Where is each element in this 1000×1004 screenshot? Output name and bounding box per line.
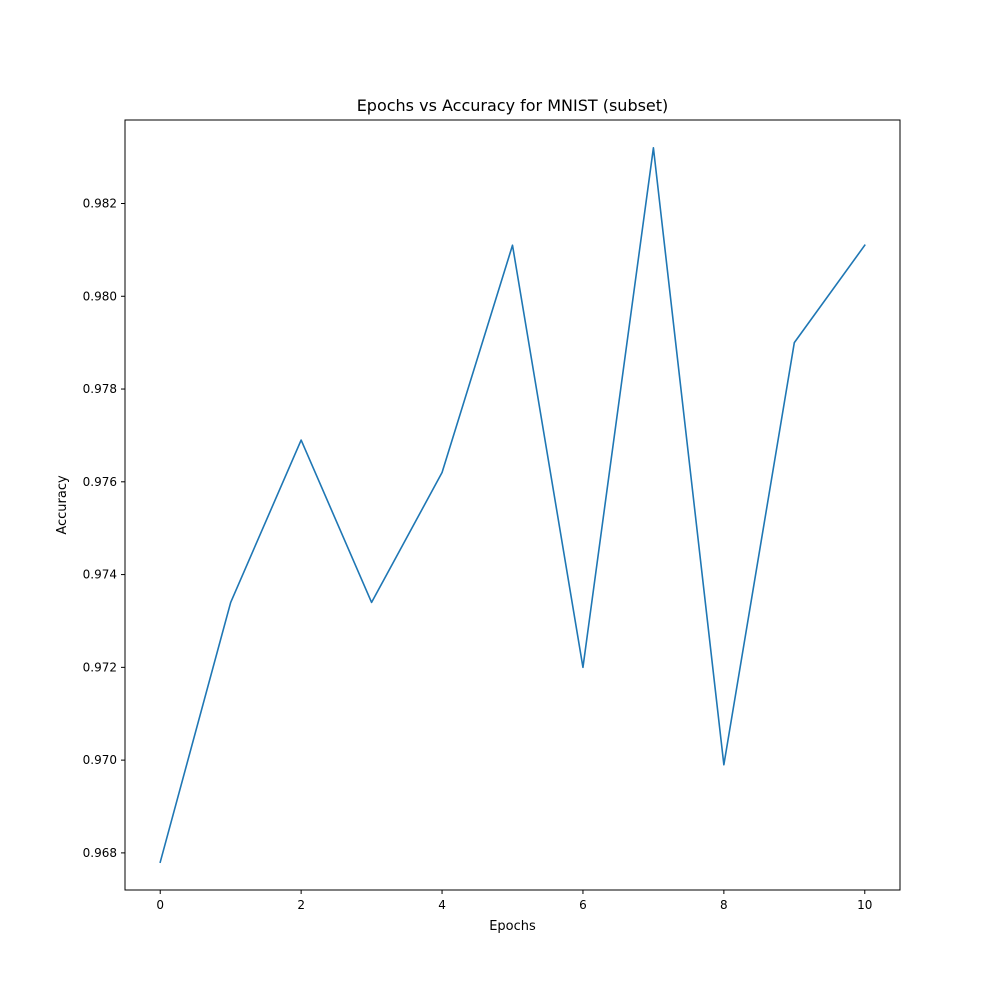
y-tick-label: 0.974 (83, 568, 117, 582)
x-axis-label: Epochs (489, 919, 536, 934)
y-tick-label: 0.972 (83, 660, 117, 674)
x-tick-label: 0 (156, 898, 164, 912)
y-axis: 0.968 0.970 0.972 0.974 0.976 0.978 0.980 0.982 (83, 196, 125, 860)
chart-title: Epochs vs Accuracy for MNIST (subset) (357, 96, 669, 115)
y-tick-label: 0.982 (83, 196, 117, 210)
y-tick-label: 0.968 (83, 846, 117, 860)
series-layer (159, 147, 866, 864)
x-tick-label: 10 (857, 898, 872, 912)
y-tick-label: 0.970 (83, 753, 117, 767)
axes-frame (124, 119, 901, 891)
y-tick-label: 0.976 (83, 475, 117, 489)
x-tick-label: 4 (438, 898, 446, 912)
plot-area (124, 119, 901, 891)
y-tick-label: 0.980 (83, 289, 117, 303)
x-axis: 0 2 4 6 8 10 (156, 890, 872, 912)
series-line (159, 147, 866, 864)
x-tick-label: 6 (579, 898, 587, 912)
x-tick-label: 8 (720, 898, 728, 912)
y-axis-label: Accuracy (55, 475, 70, 535)
x-tick-label: 2 (297, 898, 305, 912)
y-tick-label: 0.978 (83, 382, 117, 396)
